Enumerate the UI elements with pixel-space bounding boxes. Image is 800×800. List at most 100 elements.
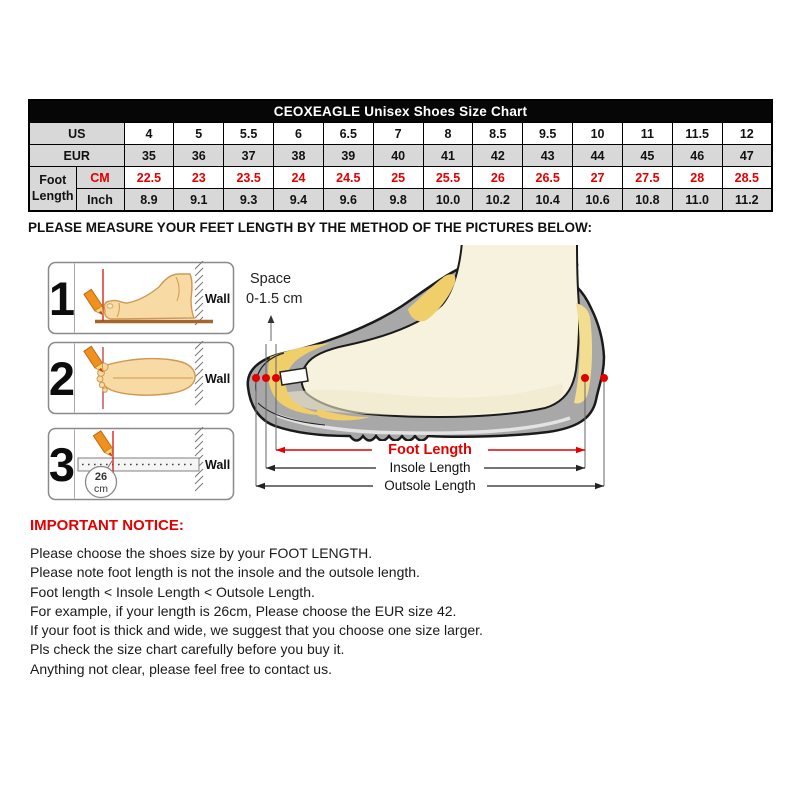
size-cell: 40 (372, 144, 424, 167)
measuring-steps: 1 Wall (47, 261, 235, 501)
size-cell: 39 (322, 144, 374, 167)
size-cell: 43 (522, 144, 574, 167)
size-chart-table: CEOXEAGLE Unisex Shoes Size Chart US 4 5… (28, 99, 773, 212)
notice-line: If your foot is thick and wide, we sugge… (30, 622, 483, 639)
size-cell: 46 (671, 144, 723, 167)
notice-title: IMPORTANT NOTICE: (30, 517, 184, 534)
table-title-row: CEOXEAGLE Unisex Shoes Size Chart (28, 99, 773, 123)
notice-line: Please choose the shoes size by your FOO… (30, 545, 373, 561)
wall-hatch-icon (194, 427, 204, 492)
measure-instruction-headline: PLEASE MEASURE YOUR FEET LENGTH BY THE M… (28, 220, 593, 235)
measure-circle-badge: 26 cm (84, 460, 118, 499)
shoe-cross-section-illustration: Space 0-1.5 cm Foot Length Insole Length (246, 245, 608, 493)
notice-line: Please note foot length is not the insol… (30, 564, 420, 581)
size-cell: 11.5 (671, 122, 723, 145)
measured-unit: cm (94, 483, 108, 495)
size-cell: 9.8 (372, 188, 424, 212)
wall-label: Wall (205, 458, 230, 472)
size-cell: 28 (671, 166, 723, 189)
size-cell: 4 (123, 122, 175, 145)
size-cell: 22.5 (123, 166, 175, 189)
size-cell: 5.5 (223, 122, 275, 145)
size-cell: 5 (173, 122, 225, 145)
step-number: 1 (49, 272, 75, 325)
size-cell: 41 (422, 144, 474, 167)
notice-line: Anything not clear, please feel free to … (30, 660, 332, 677)
size-cell: 8.9 (123, 188, 175, 212)
inch-row-label: Inch (75, 188, 125, 212)
insole-length-dimension: Insole Length (266, 460, 585, 475)
size-cell: 9.3 (223, 188, 275, 212)
space-annotation: Space 0-1.5 cm (246, 271, 302, 341)
step-1-panel: 1 Wall (47, 261, 235, 335)
space-label-line2: 0-1.5 cm (246, 291, 302, 307)
size-cell: 27 (572, 166, 623, 189)
size-cell: 28.5 (721, 166, 773, 189)
size-cell: 44 (572, 144, 623, 167)
foot-length-label: Foot Length (388, 442, 472, 458)
size-cell: 9.6 (322, 188, 374, 212)
size-cell: 38 (273, 144, 324, 167)
size-cell: 42 (472, 144, 524, 167)
wall-hatch-icon (194, 341, 204, 406)
foot-top-view-illustration (96, 357, 196, 396)
wall-label: Wall (205, 292, 230, 306)
step-number: 3 (49, 438, 75, 491)
size-cell: 8.5 (472, 122, 524, 145)
outsole-length-dimension: Outsole Length (256, 478, 604, 493)
size-cell: 27.5 (621, 166, 673, 189)
size-cell: 11 (621, 122, 673, 145)
size-cell: 37 (223, 144, 275, 167)
notice-line: Pls check the size chart carefully befor… (30, 641, 345, 658)
size-cell: 36 (173, 144, 225, 167)
size-cell: 24.5 (322, 166, 374, 189)
space-gap (279, 367, 309, 386)
size-cell: 47 (721, 144, 773, 167)
wall-label: Wall (205, 372, 230, 386)
foot-shading (280, 383, 564, 416)
table-row-inch: Inch 8.9 9.1 9.3 9.4 9.6 9.8 10.0 10.2 1… (29, 188, 773, 212)
size-cell: 7 (372, 122, 424, 145)
size-cell: 10.4 (522, 188, 574, 212)
step-number: 2 (49, 352, 75, 405)
size-cell: 10.6 (572, 188, 623, 212)
size-cell: 10.2 (472, 188, 524, 212)
size-cell: 23.5 (223, 166, 275, 189)
table-row-eur: EUR 35 36 37 38 39 40 41 42 43 44 45 46 … (28, 144, 773, 167)
insole-length-label: Insole Length (389, 460, 470, 475)
pencil-icon (83, 288, 104, 316)
space-label-line1: Space (250, 271, 291, 287)
midsole-highlight (275, 413, 571, 435)
us-row-label: US (28, 122, 125, 145)
size-cell: 45 (621, 144, 673, 167)
size-cell: 9.1 (173, 188, 225, 212)
step-3-panel: 3 Wall 26 (47, 427, 235, 501)
eur-row-label: EUR (28, 144, 125, 167)
size-cell: 24 (273, 166, 324, 189)
measured-value: 26 (95, 471, 107, 483)
table-row-us: US 4 5 5.5 6 6.5 7 8 8.5 9.5 10 11 11.5 … (28, 122, 773, 145)
cm-row-label: CM (75, 166, 125, 189)
guide-lines (255, 344, 605, 486)
foot-side-view-illustration (103, 273, 196, 320)
foot-length-dimension: Foot Length (276, 441, 585, 458)
size-cell: 6.5 (322, 122, 374, 145)
size-cell: 25 (372, 166, 424, 189)
size-cell: 6 (273, 122, 324, 145)
size-cell: 26 (472, 166, 524, 189)
size-cell: 11.2 (721, 188, 773, 212)
size-cell: 9.4 (273, 188, 324, 212)
pencil-icon (83, 345, 104, 373)
outsole-length-label: Outsole Length (384, 478, 476, 493)
table-title: CEOXEAGLE Unisex Shoes Size Chart (28, 99, 773, 123)
size-cell: 9.5 (522, 122, 574, 145)
pencil-icon (92, 430, 113, 458)
important-notice-section: IMPORTANT NOTICE: Please choose the shoe… (30, 517, 770, 679)
size-cell: 35 (123, 144, 175, 167)
step-2-panel: 2 Wall (47, 341, 235, 415)
size-cell: 26.5 (522, 166, 574, 189)
size-cell: 12 (721, 122, 773, 145)
notice-line: For example, if your length is 26cm, Ple… (30, 602, 457, 619)
size-cell: 10 (572, 122, 623, 145)
